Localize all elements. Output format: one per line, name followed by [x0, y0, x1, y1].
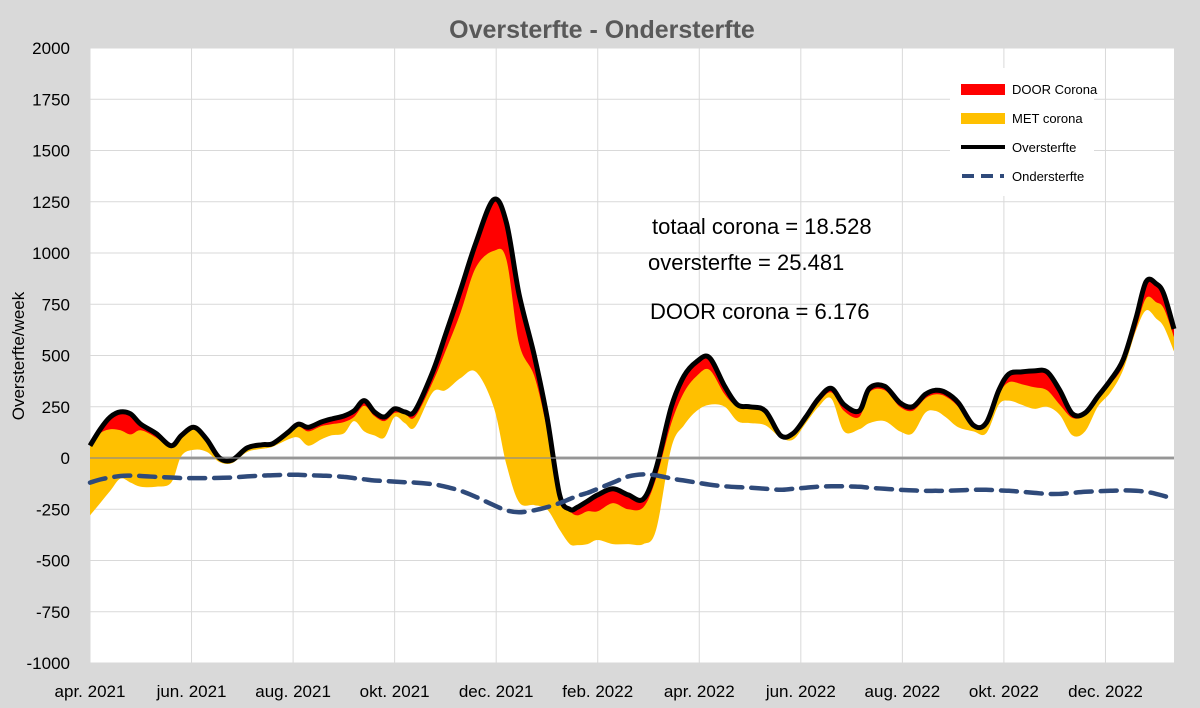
- x-tick-label: dec. 2021: [459, 682, 534, 701]
- x-tick-label: okt. 2022: [969, 682, 1039, 701]
- x-tick-label: jun. 2022: [765, 682, 836, 701]
- y-axis-label: Oversterfte/week: [9, 291, 28, 420]
- y-axis-ticks: -1000 -750 -500 -250 0 250 500 750 1000 1250 1500 1…: [27, 39, 70, 673]
- x-tick-label: okt. 2021: [360, 682, 430, 701]
- y-tick-label: 0: [61, 449, 70, 468]
- legend-swatch-door-corona: [961, 84, 1005, 95]
- x-tick-label: apr. 2021: [55, 682, 126, 701]
- y-tick-label: -500: [36, 552, 70, 571]
- y-tick-label: 1000: [32, 244, 70, 263]
- line-series: [87, 196, 1177, 515]
- legend-label: Oversterfte: [1012, 140, 1076, 155]
- x-axis-ticks: apr. 2021 jun. 2021 aug. 2021 okt. 2021 dec.…: [55, 682, 1143, 701]
- y-tick-label: 1500: [32, 142, 70, 161]
- legend-label: DOOR Corona: [1012, 82, 1098, 97]
- y-tick-label: 250: [42, 398, 70, 417]
- annotation-oversterfte: oversterfte = 25.481: [648, 250, 844, 275]
- x-tick-label: aug. 2022: [865, 682, 941, 701]
- y-tick-label: 2000: [32, 39, 70, 58]
- ondersterfte-line: [87, 472, 1177, 515]
- y-tick-label: 750: [42, 295, 70, 314]
- x-tick-label: dec. 2022: [1068, 682, 1143, 701]
- legend-swatch-met-corona: [961, 113, 1005, 124]
- annotation-door-corona: DOOR corona = 6.176: [650, 299, 870, 324]
- x-tick-label: jun. 2021: [156, 682, 227, 701]
- x-tick-label: aug. 2021: [255, 682, 331, 701]
- y-tick-label: -250: [36, 500, 70, 519]
- annotations: totaal corona = 18.528 oversterfte = 25.…: [648, 214, 872, 324]
- legend-label: MET corona: [1012, 111, 1083, 126]
- y-tick-label: -1000: [27, 654, 70, 673]
- y-tick-label: 500: [42, 347, 70, 366]
- oversterfte-line: [87, 196, 1177, 513]
- x-tick-label: feb. 2022: [562, 682, 633, 701]
- y-tick-label: 1750: [32, 90, 70, 109]
- y-tick-label: 1250: [32, 193, 70, 212]
- chart-title: Oversterfte - Ondersterfte: [449, 16, 755, 44]
- y-tick-label: -750: [36, 603, 70, 622]
- x-tick-label: apr. 2022: [664, 682, 735, 701]
- legend: DOOR Corona MET corona Oversterfte Onderste…: [950, 68, 1098, 196]
- annotation-totaal-corona: totaal corona = 18.528: [652, 214, 872, 239]
- legend-label: Ondersterfte: [1012, 169, 1084, 184]
